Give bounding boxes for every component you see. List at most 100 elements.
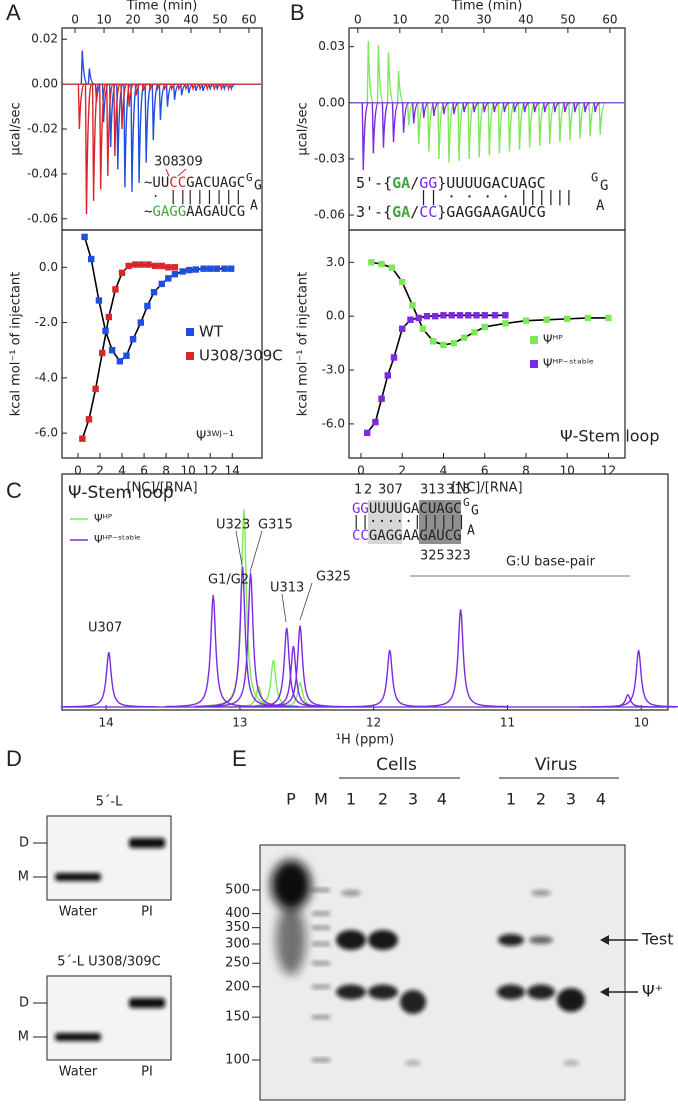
x-tick-label: 4 bbox=[440, 464, 448, 478]
injection-peak bbox=[502, 102, 510, 113]
nucleotide-number: 2 bbox=[364, 483, 372, 498]
data-point bbox=[456, 312, 464, 319]
peak-label: G1/G2 bbox=[208, 573, 249, 588]
injection-peak bbox=[134, 83, 142, 96]
sequence: ~UUCCGACUAGC bbox=[144, 175, 245, 191]
x-tick-label: 50 bbox=[212, 13, 227, 27]
x-tick-label: 40 bbox=[183, 13, 198, 27]
seq-part: AAGAUCG bbox=[186, 204, 245, 220]
chart: 0.0 -2.0 -4.0 -6.0 0 2 4 6 8 10 12 14 [NC]/[RNA] kcal… bbox=[9, 229, 283, 496]
panel-label: C bbox=[6, 478, 22, 503]
gel-band bbox=[557, 988, 585, 1012]
x-tick-label: 2 bbox=[398, 464, 406, 478]
data-point bbox=[368, 259, 375, 266]
lane-label: 3 bbox=[408, 790, 418, 809]
data-point bbox=[118, 269, 126, 277]
lane-label: 1 bbox=[506, 790, 516, 809]
x-tick-label: 60 bbox=[241, 13, 256, 27]
data-point bbox=[129, 335, 137, 343]
x-tick-label: 30 bbox=[154, 13, 169, 27]
injection-peak bbox=[371, 102, 380, 154]
x-axis-label: Time (min) bbox=[126, 0, 198, 14]
injection-peak bbox=[184, 83, 191, 92]
injection-peak bbox=[467, 102, 475, 159]
injection-peak bbox=[162, 83, 170, 92]
injection-peak bbox=[155, 83, 163, 92]
injection-peak bbox=[198, 83, 206, 92]
data-point bbox=[440, 312, 447, 319]
legend-marker bbox=[186, 352, 194, 360]
shade-box bbox=[368, 500, 402, 544]
injection-peak bbox=[507, 102, 516, 152]
injection-peak bbox=[492, 102, 500, 113]
injection-peak bbox=[396, 70, 404, 104]
data-point bbox=[481, 312, 488, 319]
plot-frame bbox=[61, 229, 263, 459]
ladder-label: 150 bbox=[225, 1010, 250, 1025]
injection-peak bbox=[432, 102, 440, 116]
data-point bbox=[150, 288, 158, 296]
seq-part: GAGGAAGAUCG bbox=[369, 528, 462, 544]
loop-base: G bbox=[471, 504, 479, 519]
sequence: ~GAGGAAGAUCG bbox=[144, 204, 245, 220]
data-point bbox=[102, 327, 109, 335]
ladder-label: 350 bbox=[225, 920, 250, 935]
data-point bbox=[132, 261, 139, 268]
injection-peak bbox=[84, 83, 93, 215]
y-axis-label: kcal mol⁻¹ of injectant bbox=[9, 272, 24, 417]
pair-marks: ·····|||||| bbox=[369, 514, 466, 530]
injection-peak bbox=[376, 44, 385, 104]
injection-peak bbox=[401, 102, 409, 133]
injection-peak bbox=[127, 83, 135, 107]
data-point bbox=[407, 316, 414, 323]
data-point bbox=[112, 286, 119, 293]
injection-peak bbox=[477, 102, 485, 158]
injection-peak bbox=[144, 83, 152, 163]
data-point bbox=[423, 312, 431, 320]
gel-band bbox=[129, 998, 165, 1008]
loop-base: G bbox=[463, 496, 470, 509]
pair-marks: |||||| bbox=[186, 189, 244, 205]
chart: 3.00.0-3.0-6.00 2 4 6 8 10 12[NC]/[RNA]kcal mo… bbox=[296, 229, 660, 496]
lane-label: PI bbox=[141, 1065, 153, 1080]
gel-band bbox=[341, 890, 361, 896]
panel-label: A bbox=[6, 0, 21, 25]
x-tick-label: 20 bbox=[434, 13, 449, 27]
data-point bbox=[399, 278, 406, 286]
seq-part: GAGG bbox=[152, 204, 186, 220]
peak-label: U323 bbox=[216, 518, 250, 533]
data-point bbox=[384, 372, 391, 379]
injection-peak bbox=[141, 83, 149, 92]
data-point bbox=[415, 314, 422, 322]
band-label: D bbox=[19, 836, 29, 851]
band-label: M bbox=[18, 1030, 29, 1045]
injection-peak bbox=[497, 102, 506, 154]
y-tick-label: -2.0 bbox=[35, 315, 58, 329]
x-axis-label: [NC]/[RNA] bbox=[451, 481, 522, 496]
x-tick-label: 14 bbox=[225, 464, 240, 478]
y-tick-label: -6.0 bbox=[35, 426, 58, 440]
pair-marks: || bbox=[419, 188, 439, 206]
spectrum-peak bbox=[245, 645, 342, 708]
legend-label: U308/309C bbox=[199, 347, 283, 365]
nucleotide-number: 308 bbox=[154, 155, 179, 170]
injection-peak bbox=[422, 102, 429, 118]
data-point bbox=[145, 261, 152, 268]
injection-peak bbox=[361, 102, 369, 171]
data-point bbox=[378, 260, 385, 268]
group-label: Cells bbox=[376, 755, 417, 775]
data-point bbox=[165, 264, 172, 271]
leader-line bbox=[249, 530, 263, 573]
data-point bbox=[491, 312, 499, 319]
blot-title: 5´-L U308/309C bbox=[57, 955, 160, 970]
spectrum-peak bbox=[412, 609, 509, 708]
seq-part: 3'-{ bbox=[356, 203, 392, 221]
gel-band bbox=[312, 941, 330, 946]
y-axis-label: kcal mol⁻¹ of injectant bbox=[296, 272, 311, 417]
y-tick-label: -0.03 bbox=[314, 151, 345, 165]
x-tick-label: 10 bbox=[560, 464, 575, 478]
injection-peak bbox=[170, 83, 177, 92]
x-tick-label: 8 bbox=[162, 464, 170, 478]
seq-part: CC bbox=[352, 528, 369, 544]
data-point bbox=[85, 416, 93, 423]
